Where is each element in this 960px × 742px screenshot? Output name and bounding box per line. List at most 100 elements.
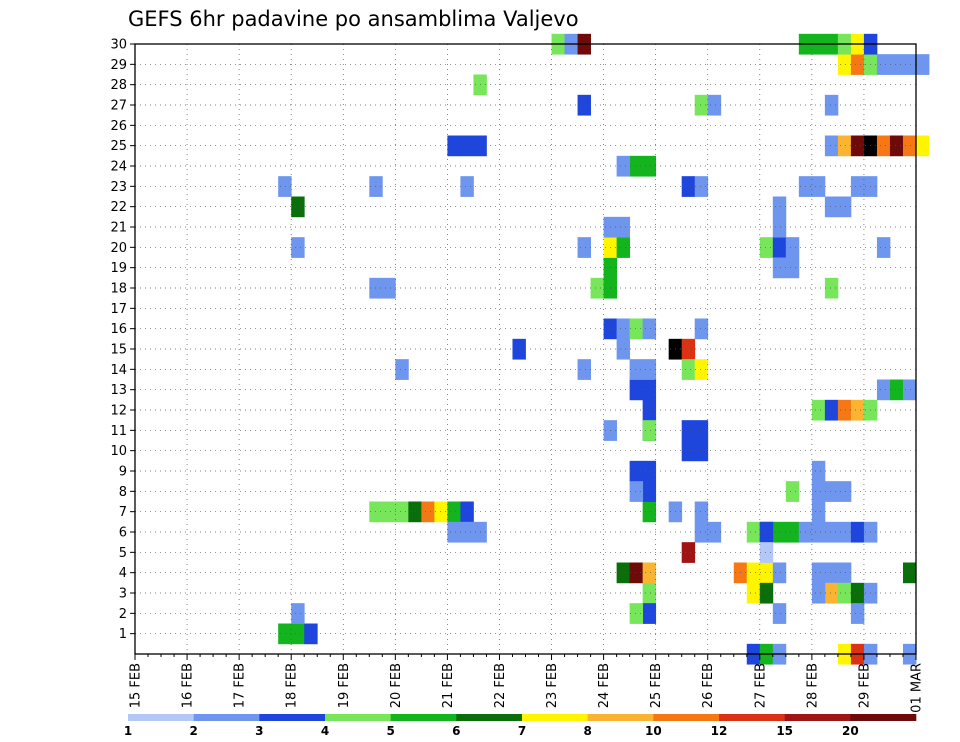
y-tick-label: 14	[110, 363, 127, 378]
precip-cell	[746, 582, 761, 604]
precip-cell	[824, 94, 839, 116]
legend-swatch	[587, 714, 654, 721]
legend-swatch	[456, 714, 523, 721]
precip-cell	[824, 562, 839, 584]
precip-cell	[837, 521, 852, 543]
precip-cell	[916, 135, 930, 157]
precip-cell	[772, 216, 787, 238]
y-tick-label: 24	[110, 160, 127, 175]
precip-cell	[694, 318, 709, 340]
precip-cell	[642, 582, 657, 604]
precip-cell	[811, 460, 826, 482]
precip-cell	[629, 460, 644, 482]
precip-cell	[876, 379, 891, 401]
precip-cell	[629, 318, 644, 340]
legend-swatch	[784, 714, 851, 721]
x-tick-label: 17 FEB	[233, 663, 248, 708]
legend-label: 6	[452, 724, 460, 738]
precip-cell	[824, 196, 839, 218]
precip-cell	[694, 440, 709, 462]
precip-cell	[811, 399, 826, 421]
precip-cell	[902, 379, 917, 401]
precip-cell	[681, 176, 696, 197]
precip-cell	[642, 481, 657, 502]
y-tick-label: 7	[119, 505, 127, 520]
precip-cell	[382, 277, 396, 299]
precip-cell	[291, 237, 305, 258]
precip-cell	[395, 359, 409, 380]
precip-cell	[850, 54, 865, 75]
x-tick-label: 01 MAR	[910, 663, 925, 713]
precip-cell	[395, 501, 409, 523]
precip-cell	[642, 460, 657, 482]
precip-cell	[642, 420, 657, 441]
precip-cell	[369, 277, 383, 299]
color-legend: 1 2 3 4 5 6 7 8 10 12 15 20	[124, 714, 917, 738]
y-tick-label: 2	[119, 607, 127, 622]
precip-cell	[759, 562, 774, 584]
precip-cell	[421, 501, 435, 523]
x-tick-label: 15 FEB	[129, 663, 144, 708]
precip-cell	[629, 155, 644, 177]
precip-cell	[889, 135, 904, 157]
precip-cell	[811, 521, 826, 543]
precip-cell	[707, 94, 722, 116]
precip-cell	[616, 237, 631, 258]
precip-cell	[876, 135, 891, 157]
legend-label: 1	[124, 724, 132, 738]
precip-cell	[694, 501, 709, 523]
precip-cell	[850, 521, 865, 543]
chart-title: GEFS 6hr padavine po ansamblima Valjevo	[128, 7, 579, 31]
legend-swatch	[193, 714, 260, 721]
legend-swatch	[325, 714, 391, 721]
precip-cell	[824, 135, 839, 157]
y-tick-label: 13	[110, 383, 127, 398]
precip-cell	[837, 562, 852, 584]
precip-cell	[642, 501, 657, 523]
precip-cell	[512, 338, 526, 360]
precip-cell	[850, 582, 865, 604]
precip-cell	[642, 399, 657, 421]
y-tick-label: 5	[119, 546, 127, 561]
precip-cell	[746, 562, 761, 584]
y-tick-label: 29	[110, 58, 127, 73]
precip-cell	[811, 176, 826, 197]
precip-cell	[434, 501, 448, 523]
legend-label: 10	[645, 724, 662, 738]
precip-cell	[772, 521, 787, 543]
grid-layer	[135, 44, 916, 654]
legend-label: 7	[518, 724, 526, 738]
precip-cell	[382, 501, 396, 523]
y-tick-label: 30	[110, 38, 127, 53]
y-tick-label: 26	[110, 119, 127, 134]
y-tick-label: 8	[119, 485, 127, 500]
y-tick-label: 25	[110, 139, 127, 154]
precip-cell	[681, 338, 696, 360]
precip-cell	[460, 135, 474, 157]
precip-cell	[850, 176, 865, 197]
y-tick-label: 20	[110, 241, 127, 256]
precip-cell	[811, 501, 826, 523]
x-tick-label: 28 FEB	[805, 663, 820, 708]
y-tick-label: 12	[110, 404, 127, 419]
precip-cell	[876, 237, 891, 258]
x-axis: 15 FEB 16 FEB 17 FEB 18 FEB 19 FEB 20 FEB 21 F…	[129, 654, 925, 713]
legend-swatch	[522, 714, 588, 721]
precip-cell	[681, 440, 696, 462]
precip-cell	[837, 582, 852, 604]
precip-cell	[785, 521, 800, 543]
precip-cell	[694, 94, 709, 116]
precip-cell	[850, 603, 865, 624]
y-tick-label: 28	[110, 78, 127, 93]
precip-cell	[785, 237, 800, 258]
precip-cell	[460, 521, 474, 543]
y-tick-label: 19	[110, 261, 127, 276]
x-tick-label: 18 FEB	[285, 663, 300, 708]
precip-cell	[759, 237, 774, 258]
legend-label: 4	[321, 724, 329, 738]
precip-cell	[837, 196, 852, 218]
precip-cell	[824, 582, 839, 604]
precip-cell	[694, 521, 709, 543]
legend-swatch	[128, 714, 194, 721]
